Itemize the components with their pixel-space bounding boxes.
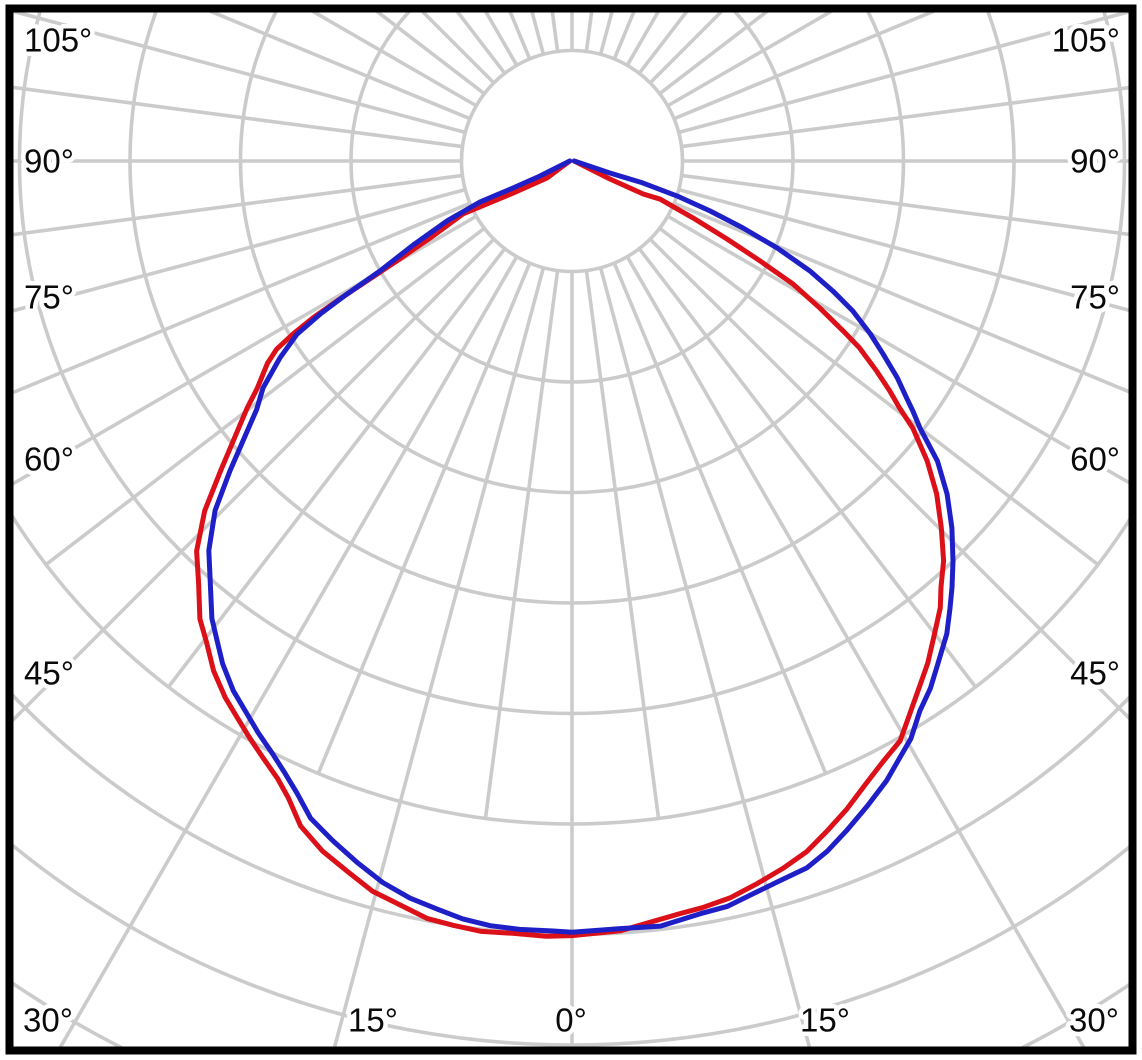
angle-label-right-90: 90° <box>1070 143 1120 180</box>
angle-label-right-45: 45° <box>1070 655 1120 692</box>
grid-ray-minor <box>658 12 769 96</box>
grid-ray-minor <box>612 262 828 775</box>
angle-label-left-75: 75° <box>24 279 74 316</box>
grid-ray-minor <box>637 247 978 689</box>
grid-ray-major <box>332 267 546 1047</box>
grid-ray-minor <box>673 12 936 121</box>
grid-ray-major <box>678 187 1129 312</box>
grid-ray-minor <box>13 201 471 395</box>
grid-ray-major <box>666 214 1129 485</box>
angle-label-bottom-0: 30° <box>23 1002 73 1039</box>
grid-ray-minor <box>208 12 471 121</box>
grid-ray-minor <box>13 85 463 149</box>
chart-frame <box>5 4 1137 1055</box>
angle-label-left-45: 45° <box>24 655 74 692</box>
angle-label-bottom-2: 0° <box>555 1002 587 1039</box>
grid-ray-minor <box>375 12 486 96</box>
grid-ray-minor <box>681 173 1129 237</box>
angle-label-left-105: 105° <box>24 22 92 59</box>
grid-ray-major <box>13 12 466 135</box>
angle-label-bottom-3: 15° <box>800 1002 850 1039</box>
angle-labels: 105° 90° 75° 60° 45° 105° 90° 75° 60° 45° 30° 15° 0°… <box>19 17 1125 1043</box>
grid-ray-major <box>598 267 812 1047</box>
grid-ray-major <box>678 12 1129 135</box>
grid-ray-major <box>13 214 478 486</box>
red-curve <box>194 158 947 939</box>
angle-label-right-60: 60° <box>1070 441 1120 478</box>
grid-ray-minor <box>483 270 560 819</box>
angle-label-right-105: 105° <box>1052 22 1120 59</box>
angle-label-bottom-4: 30° <box>1069 1002 1119 1039</box>
grid-ray-minor <box>44 226 486 567</box>
grid-ray-major <box>625 255 1086 1047</box>
grid-ray-minor <box>681 85 1129 149</box>
angle-label-left-90: 90° <box>24 143 74 180</box>
grid-ray-minor <box>13 173 463 237</box>
grid-ray-major <box>13 237 496 723</box>
grid-ray-minor <box>658 226 1100 567</box>
angle-label-right-75: 75° <box>1070 279 1120 316</box>
grid-ray-minor <box>316 262 532 775</box>
grid-ray-minor <box>584 270 661 819</box>
grid-ray-major <box>648 237 1129 721</box>
angle-label-bottom-1: 15° <box>348 1002 398 1039</box>
grid-ray-major <box>58 255 519 1047</box>
grid-ray-major <box>13 187 466 313</box>
grid-ray-minor <box>166 247 507 689</box>
blue-curve <box>206 158 956 935</box>
angle-label-left-60: 60° <box>24 441 74 478</box>
